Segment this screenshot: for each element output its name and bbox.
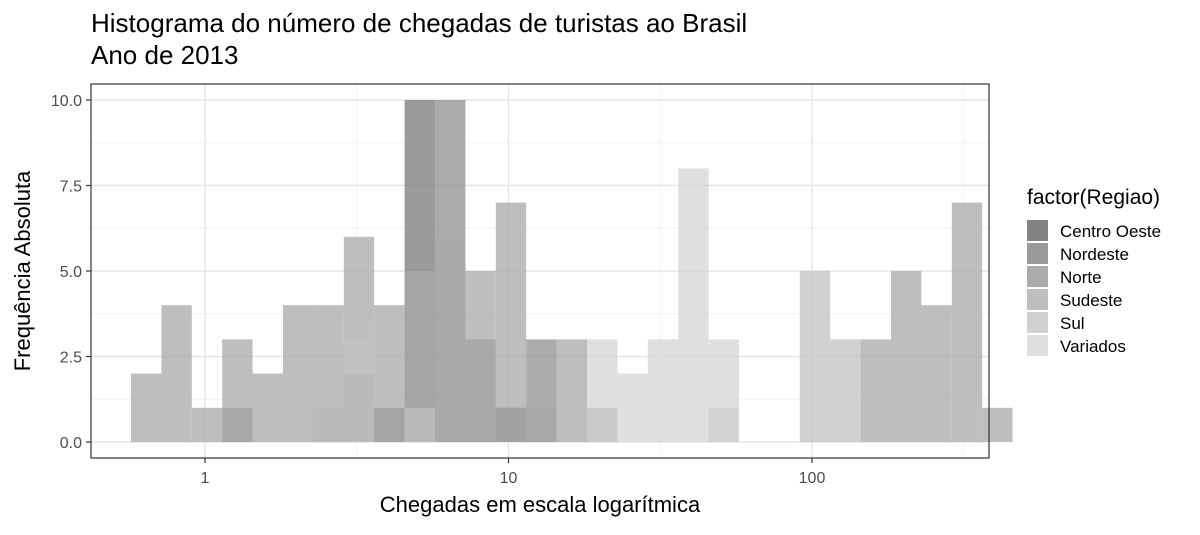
bar-sudeste	[465, 271, 496, 442]
bar-variados	[708, 339, 739, 442]
legend-key	[1027, 220, 1048, 241]
bar-sudeste	[951, 202, 983, 442]
y-axis-title: Frequência Absoluta	[10, 170, 35, 371]
y-tick-label: 2.5	[60, 350, 82, 367]
bar-sudeste	[222, 339, 253, 442]
bar-sul	[313, 407, 344, 442]
legend-label: Sul	[1060, 314, 1085, 333]
bar-sudeste	[374, 305, 405, 442]
legend-key	[1027, 266, 1048, 287]
bar-sudeste	[860, 339, 891, 442]
bar-sudeste	[283, 305, 314, 442]
bar-sul	[343, 339, 375, 442]
histogram-bars	[131, 100, 1013, 442]
bar-sudeste	[556, 339, 587, 442]
bar-sul	[799, 271, 831, 442]
legend-label: Sudeste	[1060, 291, 1122, 310]
x-axis-title: Chegadas em escala logarítmica	[380, 492, 701, 517]
bar-sudeste	[495, 202, 527, 442]
bar-sul	[830, 339, 861, 442]
x-axis: 1 10 100	[201, 458, 826, 487]
bar-sudeste	[891, 271, 922, 442]
legend-key	[1027, 243, 1048, 264]
y-tick-label: 5.0	[60, 264, 82, 281]
bar-sudeste	[982, 407, 1013, 442]
bar-sudeste	[131, 373, 162, 442]
legend-label: Variados	[1060, 337, 1126, 356]
bar-sul	[404, 407, 435, 442]
bar-variados	[617, 373, 648, 442]
bar-sudeste	[526, 407, 557, 442]
bar-variados	[678, 168, 709, 442]
bar-sudeste	[921, 305, 952, 442]
bar-variados	[647, 339, 679, 442]
legend-title: factor(Regiao)	[1027, 186, 1160, 209]
bar-sudeste	[191, 407, 223, 442]
bar-variados	[587, 339, 618, 442]
chart-subtitle: Ano de 2013	[91, 40, 238, 70]
legend-label: Centro Oeste	[1060, 222, 1161, 241]
y-tick-label: 7.5	[60, 179, 82, 196]
chart-title: Histograma do número de chegadas de turi…	[91, 8, 747, 38]
bar-sudeste	[252, 373, 283, 442]
y-tick-label: 0.0	[60, 435, 82, 452]
legend: factor(Regiao) Centro Oeste Nordeste Norte…	[1027, 186, 1161, 356]
legend-label: Nordeste	[1060, 245, 1129, 264]
x-tick-label: 10	[500, 470, 518, 487]
legend-label: Norte	[1060, 268, 1102, 287]
bar-sudeste	[435, 236, 466, 442]
x-tick-label: 100	[799, 470, 826, 487]
bar-sudeste	[161, 305, 192, 442]
x-tick-label: 1	[201, 470, 210, 487]
legend-key	[1027, 335, 1048, 356]
y-axis: 0.0 2.5 5.0 7.5 10.0	[51, 93, 91, 452]
legend-key	[1027, 289, 1048, 310]
legend-key	[1027, 312, 1048, 333]
y-tick-label: 10.0	[51, 93, 82, 110]
